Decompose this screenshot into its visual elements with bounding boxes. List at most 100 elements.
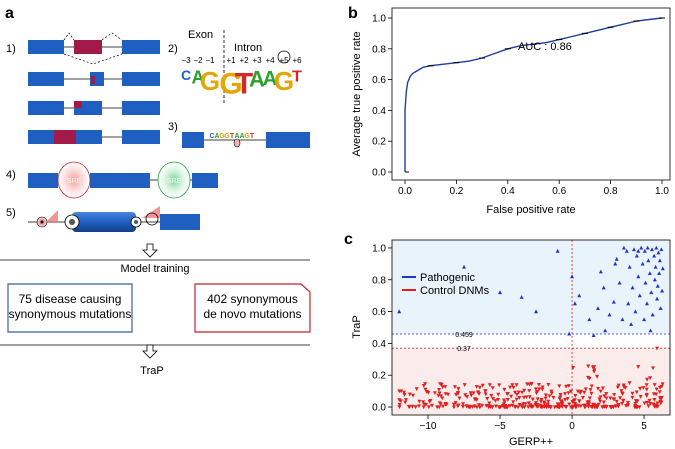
control-point <box>413 405 418 410</box>
mini-logo-letter: G <box>224 133 230 140</box>
roc-xtick-label: 0.4 <box>501 186 515 197</box>
sre-green-label: SRE <box>167 178 182 185</box>
control-point <box>572 398 577 403</box>
control-point <box>549 389 554 394</box>
control-point <box>480 403 485 408</box>
pathogenic-point <box>397 309 402 314</box>
control-point <box>402 393 407 397</box>
pathogenic-point <box>654 245 659 250</box>
control-point <box>635 405 640 410</box>
roc-ytick-label: 0.8 <box>372 44 386 55</box>
control-point <box>522 388 527 393</box>
control-point <box>397 402 402 407</box>
disease-box-text: 75 disease causing synonymous mutations <box>8 292 132 322</box>
pathogenic-point <box>657 271 662 276</box>
control-point <box>557 384 562 389</box>
control-point <box>525 382 530 387</box>
pathogenic-point <box>657 258 662 263</box>
control-point <box>564 384 569 389</box>
pathogenic-point <box>462 264 467 269</box>
control-point <box>502 387 507 392</box>
control-point <box>586 375 591 380</box>
control-point <box>397 389 402 394</box>
logo-letter: G <box>200 66 220 96</box>
pathogenic-point <box>642 248 647 253</box>
control-point <box>437 401 442 406</box>
control-point <box>646 404 651 409</box>
position-label: +5 <box>279 56 289 65</box>
scatter-xtick-label: −10 <box>420 421 437 432</box>
logo-letter: T <box>235 68 253 101</box>
control-point <box>634 390 639 395</box>
control-point <box>651 392 656 397</box>
control-point <box>602 394 607 399</box>
step-3-label: 3) <box>168 121 178 133</box>
control-point <box>510 383 515 388</box>
control-point <box>543 396 548 401</box>
logo-letter: A <box>249 67 265 92</box>
pathogenic-point <box>519 295 524 299</box>
control-point <box>647 398 652 403</box>
control-point <box>497 383 502 388</box>
control-point <box>614 399 619 404</box>
control-point <box>636 365 641 369</box>
panel-c-label: c <box>344 231 353 248</box>
control-point <box>648 376 653 381</box>
pathogenic-point <box>611 299 616 304</box>
scatter-ytick-label: 0.0 <box>372 403 386 414</box>
position-labels: −3 −2 −1 +1 +2 +3 +4 +5 +6 <box>181 56 302 65</box>
control-point <box>534 404 539 409</box>
pathogenic-point <box>649 290 654 295</box>
pathogenic-point <box>498 290 503 295</box>
pathogenic-point <box>636 248 641 253</box>
step-5-label: 5) <box>6 207 16 219</box>
control-point <box>446 392 451 397</box>
plus-5-highlight-icon <box>277 50 291 64</box>
control-point <box>423 387 428 392</box>
pathogenic-point <box>644 301 649 306</box>
pathogenic-point <box>598 269 603 274</box>
control-point <box>578 391 583 396</box>
logo-letter: A <box>192 67 205 87</box>
pathogenic-point <box>652 277 657 282</box>
pathogenic-point <box>601 285 606 290</box>
control-point <box>530 405 535 409</box>
control-point <box>618 396 623 401</box>
control-point <box>411 393 416 398</box>
roc-ytick-label: 0.6 <box>372 75 386 86</box>
pathogenic-point <box>572 301 577 306</box>
scatter-ytick-label: 0.2 <box>372 371 386 382</box>
roc-ytick-label: 0.0 <box>372 168 386 179</box>
roc-xtick-label: 0.8 <box>604 186 618 197</box>
scatter-plot-frame <box>391 239 671 416</box>
control-point <box>497 405 502 410</box>
pathogenic-point <box>629 322 634 326</box>
step-4-label: 4) <box>6 169 16 181</box>
control-point <box>600 386 605 391</box>
control-point <box>620 391 625 396</box>
scatter-ytick-label: 1.0 <box>372 243 386 254</box>
splicing-diagram <box>28 32 160 144</box>
logo-letter: T <box>292 69 302 86</box>
control-point <box>551 395 556 400</box>
roc-xtick-label: 0.0 <box>398 186 412 197</box>
control-point <box>443 402 448 407</box>
roc-ytick-label: 0.2 <box>372 137 386 148</box>
scatter-ylabel: TraP <box>351 315 363 338</box>
control-point <box>456 387 461 391</box>
pathogenic-point <box>650 312 655 317</box>
mini-logo-letter: G <box>244 133 250 140</box>
legend-control: Control DNMs <box>420 285 490 297</box>
pathogenic-point <box>639 245 644 250</box>
control-point <box>426 405 431 410</box>
control-point <box>456 391 461 395</box>
control-point <box>505 392 510 397</box>
control-point <box>542 401 547 406</box>
control-point <box>397 405 402 410</box>
control-point <box>619 389 624 393</box>
arrow-down-icon <box>142 243 158 258</box>
control-point <box>592 365 597 369</box>
control-point <box>402 390 407 395</box>
control-point <box>571 365 576 370</box>
control-point <box>657 396 662 401</box>
